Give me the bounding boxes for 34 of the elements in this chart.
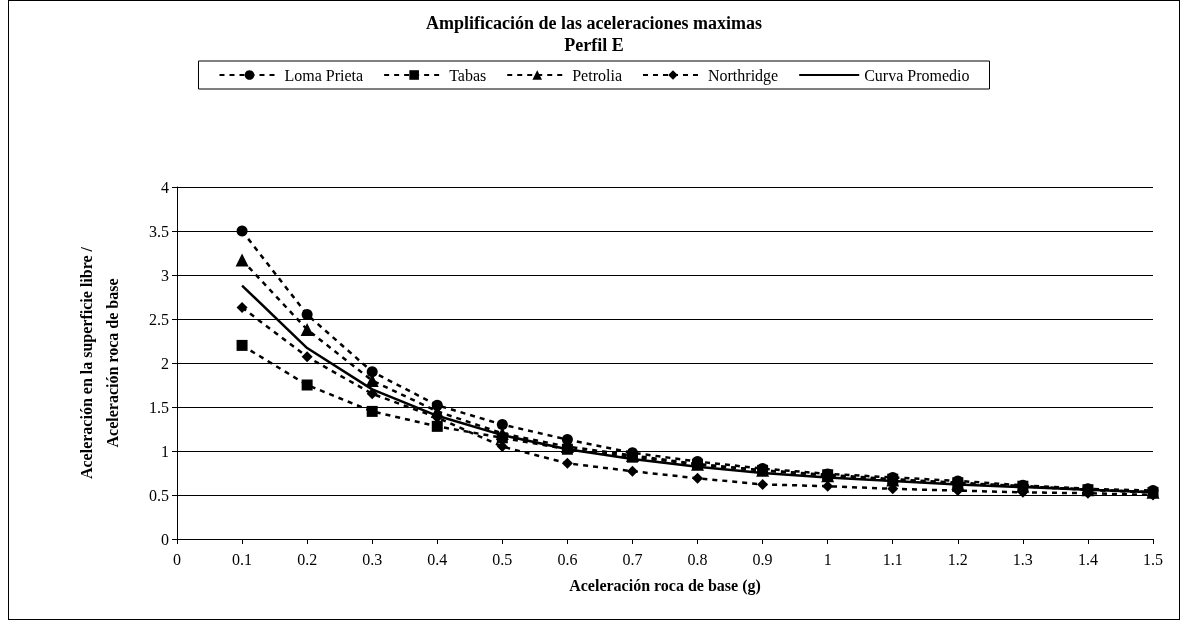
- x-tick-label: 0.6: [557, 550, 578, 568]
- legend-label: Curva Promedio: [864, 66, 970, 84]
- y-tick-label: 4: [161, 178, 169, 196]
- x-tick-label: 0.1: [232, 550, 253, 568]
- legend-label: Petrolia: [572, 66, 622, 84]
- chart-subtitle: Perfil E: [564, 35, 624, 55]
- x-tick-label: 0.2: [297, 550, 318, 568]
- legend-label: Northridge: [707, 66, 779, 85]
- y-tick-label: 0.5: [149, 486, 169, 504]
- y-tick-label: 0: [161, 530, 169, 548]
- chart-title: Amplificación de las aceleraciones maximas: [426, 13, 762, 33]
- x-tick-label: 1: [823, 550, 832, 568]
- x-tick-label: 1.1: [882, 550, 903, 568]
- x-tick-label: 0: [173, 550, 181, 568]
- x-tick-label: 0.7: [622, 550, 643, 568]
- x-axis-title: Aceleración roca de base (g): [569, 576, 761, 595]
- x-tick-label: 0.8: [687, 550, 708, 568]
- x-tick-label: 1.4: [1077, 550, 1098, 568]
- y-tick-label: 1: [161, 442, 169, 460]
- x-tick-label: 1.2: [947, 550, 968, 568]
- x-tick-label: 1.5: [1143, 550, 1163, 568]
- x-tick-label: 0.4: [427, 550, 448, 568]
- x-tick-label: 0.9: [752, 550, 773, 568]
- x-tick-label: 0.5: [492, 550, 513, 568]
- y-tick-label: 3.5: [149, 222, 169, 240]
- y-tick-label: 2: [161, 354, 169, 372]
- y-tick-label: 2.5: [149, 310, 169, 328]
- y-tick-label: 1.5: [149, 398, 169, 416]
- y-axis-title: Aceleración en la superficie libre / Aceleración roca de base: [77, 246, 121, 480]
- legend-label: Loma Prieta: [284, 66, 364, 84]
- legend-label: Tabas: [449, 66, 487, 84]
- x-tick-label: 1.3: [1012, 550, 1033, 568]
- x-tick-label: 0.3: [362, 550, 383, 568]
- y-tick-label: 3: [161, 266, 169, 284]
